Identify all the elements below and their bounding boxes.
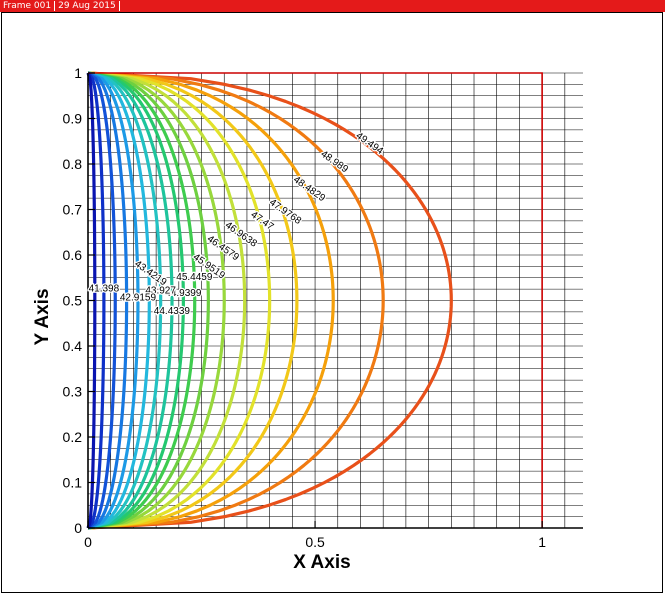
contour-plot[interactable]: 0 0.5 1 0 0.1 0.2 0.3 0.4 0.5 0.6 0.7 0.8 0.9 1 49.49… [2, 13, 662, 592]
contour-line [87, 71, 453, 530]
contour-line [87, 71, 129, 530]
x-tick-label: 0.5 [305, 534, 325, 550]
x-tick-label: 1 [538, 534, 546, 550]
y-tick-label: 0.2 [63, 429, 83, 445]
contour-label: 44.4339 [154, 306, 191, 317]
contour-label: 42.9159 [120, 293, 157, 304]
y-tick-label: 0.9 [63, 111, 83, 127]
y-tick-label: 1 [74, 65, 82, 81]
contour-line [87, 71, 163, 530]
contour-label: 43.927 [145, 286, 176, 297]
contour-line [87, 71, 117, 530]
contour-label: 44.9399 [165, 288, 202, 299]
contour-line [86, 72, 106, 529]
y-tick-label: 0.8 [63, 156, 83, 172]
contour-line [87, 71, 247, 530]
date-label: 29 Aug 2015 [58, 1, 116, 11]
contour-line [87, 71, 185, 530]
y-tick-label: 0.6 [63, 247, 83, 263]
contour-line [87, 71, 335, 530]
y-tick-label: 0.4 [63, 338, 83, 354]
y-tick-label: 0.5 [63, 293, 83, 309]
x-axis-title: X Axis [293, 552, 350, 573]
contour-line [87, 71, 272, 530]
header-separator [54, 1, 56, 11]
domain-boundary [88, 72, 543, 528]
contour-label: 48.4829 [291, 174, 327, 204]
header-separator-end [118, 1, 120, 11]
plot-frame: 0 0.5 1 0 0.1 0.2 0.3 0.4 0.5 0.6 0.7 0.8 0.9 1 49.49… [1, 12, 663, 593]
contour-line [87, 71, 226, 530]
contour-line [87, 71, 151, 530]
y-tick-label: 0 [74, 520, 82, 536]
y-tick-label: 0.7 [63, 202, 83, 218]
domain-box-layer [88, 72, 543, 528]
frame-header-bar: Frame 001 29 Aug 2015 [0, 0, 665, 12]
contour-line [87, 71, 140, 530]
x-tick-label: 0 [84, 534, 92, 550]
contour-layer [86, 71, 453, 530]
contour-label: 49.494 [354, 130, 386, 157]
contour-label: 41.398 [89, 283, 120, 294]
contour-line [87, 71, 210, 530]
contour-line [87, 71, 197, 530]
contour-line [87, 71, 174, 530]
frame-label: Frame 001 [3, 1, 52, 11]
y-axis-title: Y Axis [32, 288, 53, 345]
contour-label: 45.4459 [176, 272, 213, 283]
contour-line [87, 71, 385, 530]
contour-line [87, 71, 299, 530]
y-tick-label: 0.3 [63, 384, 83, 400]
axis-layer: 0 0.5 1 0 0.1 0.2 0.3 0.4 0.5 0.6 0.7 0.8 0.9 1 [63, 65, 583, 550]
y-tick-label: 0.1 [63, 475, 83, 491]
